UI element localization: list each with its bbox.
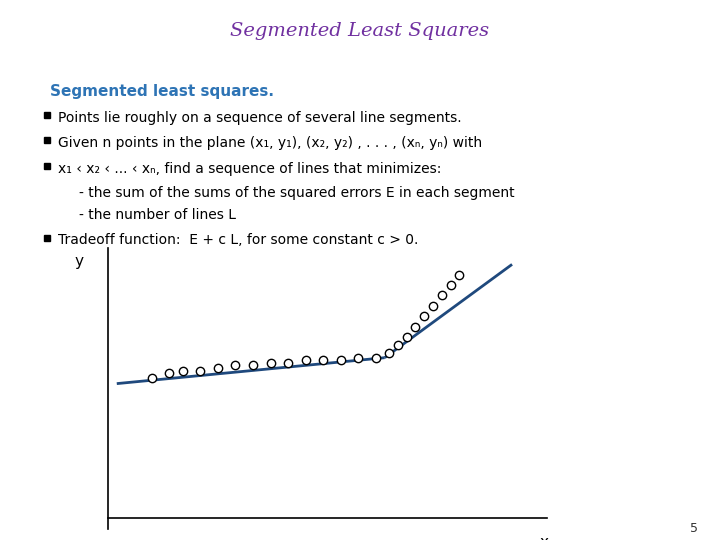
Text: Segmented Least Squares: Segmented Least Squares xyxy=(230,22,490,39)
Text: x₁ ‹ x₂ ‹ ... ‹ xₙ, find a sequence of lines that minimizes:: x₁ ‹ x₂ ‹ ... ‹ xₙ, find a sequence of l… xyxy=(58,162,441,176)
Text: 5: 5 xyxy=(690,522,698,535)
Text: Segmented least squares.: Segmented least squares. xyxy=(50,84,274,99)
Text: Given n points in the plane (x₁, y₁), (x₂, y₂) , . . . , (xₙ, yₙ) with: Given n points in the plane (x₁, y₁), (x… xyxy=(58,136,482,150)
Text: - the sum of the sums of the squared errors E in each segment: - the sum of the sums of the squared err… xyxy=(79,186,515,200)
Text: - the number of lines L: - the number of lines L xyxy=(79,208,236,222)
Text: Tradeoff function:  E + c L, for some constant c > 0.: Tradeoff function: E + c L, for some con… xyxy=(58,233,418,247)
Text: x: x xyxy=(540,535,549,540)
Text: y: y xyxy=(75,254,84,269)
Text: Points lie roughly on a sequence of several line segments.: Points lie roughly on a sequence of seve… xyxy=(58,111,462,125)
